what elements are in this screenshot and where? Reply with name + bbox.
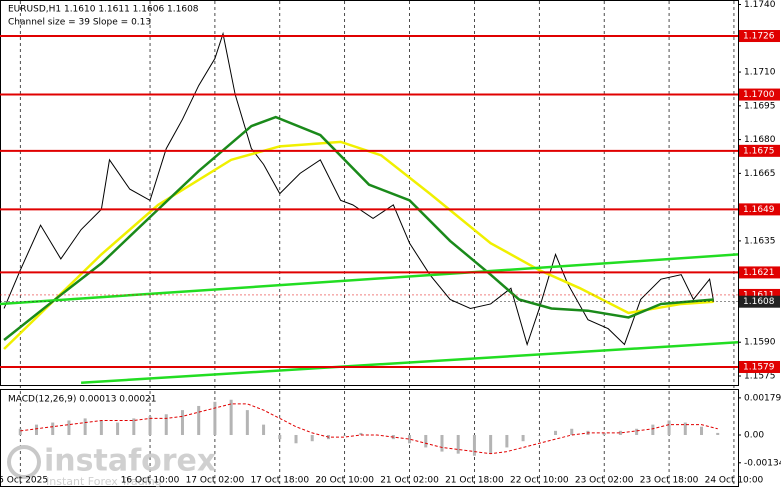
x-tick-label: 20 Oct 10:00 — [315, 476, 374, 486]
level-box — [739, 360, 780, 373]
macd-bar — [164, 414, 168, 435]
macd-bar — [180, 410, 184, 435]
macd-bar — [408, 434, 412, 444]
chart-title: EURUSD,H1 1.1610 1.1611 1.1606 1.1608 — [8, 5, 199, 15]
logo-text: instaforex — [44, 444, 216, 479]
price-label: 1.1611 — [743, 290, 775, 300]
y-tick-label: 0.00 — [744, 430, 764, 440]
x-tick-label: 23 Oct 18:00 — [640, 476, 699, 486]
x-tick-label: 24 Oct 10:00 — [705, 476, 764, 486]
macd-bar — [99, 420, 103, 435]
level-box — [739, 266, 780, 279]
macd-bar — [197, 405, 201, 435]
x-tick-label: 21 Oct 18:00 — [445, 476, 504, 486]
level-label: 1.1621 — [743, 268, 775, 278]
y-tick-label: 1.1590 — [744, 338, 776, 348]
x-tick-label: 15 Oct 2025 — [0, 476, 48, 486]
macd-bar — [440, 434, 444, 452]
macd-label: MACD(12,26,9) 0.00013 0.00021 — [8, 395, 157, 405]
macd-bar — [489, 434, 493, 454]
macd-bar — [213, 401, 217, 435]
price-line — [81, 340, 739, 384]
macd-bar — [343, 434, 347, 436]
x-tick-label: 22 Oct 10:00 — [510, 476, 569, 486]
logo-tagline: Instant Forex Trading — [46, 475, 162, 488]
macd-bar — [700, 426, 704, 435]
macd-bar — [602, 432, 606, 435]
level-label: 1.1700 — [743, 90, 775, 100]
chart-subtitle: Channel size = 39 Slope = 0.13 — [8, 18, 151, 28]
macd-bar — [359, 432, 363, 435]
y-tick-label: 1.1740 — [744, 0, 776, 10]
y-tick-label: 1.1680 — [744, 135, 776, 145]
macd-signal — [20, 403, 718, 455]
macd-bar — [505, 434, 509, 448]
macd-bar — [635, 428, 639, 435]
macd-bar — [67, 420, 71, 435]
level-box — [739, 203, 780, 216]
macd-bar — [51, 422, 55, 435]
macd-bar — [651, 424, 655, 435]
y-tick-label: 1.1635 — [744, 236, 776, 246]
macd-bar — [34, 424, 38, 435]
macd-bar — [667, 420, 671, 435]
macd-bar — [472, 434, 476, 456]
price-line — [0, 253, 739, 306]
y-tick-label: 1.1695 — [744, 101, 776, 111]
macd-bar — [554, 430, 558, 435]
y-tick-label: -0.00134 — [744, 458, 781, 468]
level-box — [739, 144, 780, 157]
price-box — [739, 295, 780, 308]
macd-bar — [278, 434, 282, 440]
watermark: instaforex Instant Forex Trading — [7, 444, 216, 488]
x-tick-label: 23 Oct 02:00 — [575, 476, 634, 486]
logo-icon — [7, 445, 41, 479]
macd-bar — [83, 418, 87, 435]
macd-bar — [424, 434, 428, 448]
macd-bar — [310, 434, 314, 442]
price-line — [3, 115, 714, 341]
macd-bar — [245, 410, 249, 435]
y-tick-label: 1.1710 — [744, 68, 776, 78]
macd-bar — [683, 422, 687, 435]
macd-bar — [229, 399, 233, 435]
level-box — [739, 30, 780, 43]
x-tick-label: 17 Oct 02:00 — [186, 476, 245, 486]
macd-bar — [456, 434, 460, 454]
macd-bar — [537, 434, 541, 436]
price-label: 1.1608 — [743, 297, 775, 307]
x-tick-label: 21 Oct 02:00 — [380, 476, 439, 486]
level-label: 1.1726 — [743, 32, 775, 42]
macd-bar — [132, 418, 136, 435]
x-tick-label: 16 Oct 10:00 — [121, 476, 180, 486]
main-panel-frame — [0, 0, 739, 386]
x-tick-label: 17 Oct 18:00 — [250, 476, 309, 486]
macd-bar — [116, 422, 120, 435]
price-line — [3, 31, 715, 347]
macd-bar — [18, 428, 22, 435]
level-label: 1.1649 — [743, 205, 775, 215]
level-label: 1.1579 — [743, 362, 775, 372]
macd-bar — [618, 430, 622, 435]
macd-bar — [521, 434, 525, 442]
y-tick-label: 1.1665 — [744, 169, 776, 179]
y-tick-label: 1.1575 — [744, 371, 776, 381]
macd-bar — [148, 416, 152, 435]
macd-bar — [570, 428, 574, 435]
macd-bar — [262, 424, 266, 435]
y-tick-label: 0.00179 — [744, 393, 781, 403]
level-label: 1.1675 — [743, 146, 775, 156]
macd-bar — [294, 434, 298, 444]
macd-bar — [716, 432, 720, 435]
level-box — [739, 88, 780, 101]
macd-panel-frame — [0, 389, 739, 487]
